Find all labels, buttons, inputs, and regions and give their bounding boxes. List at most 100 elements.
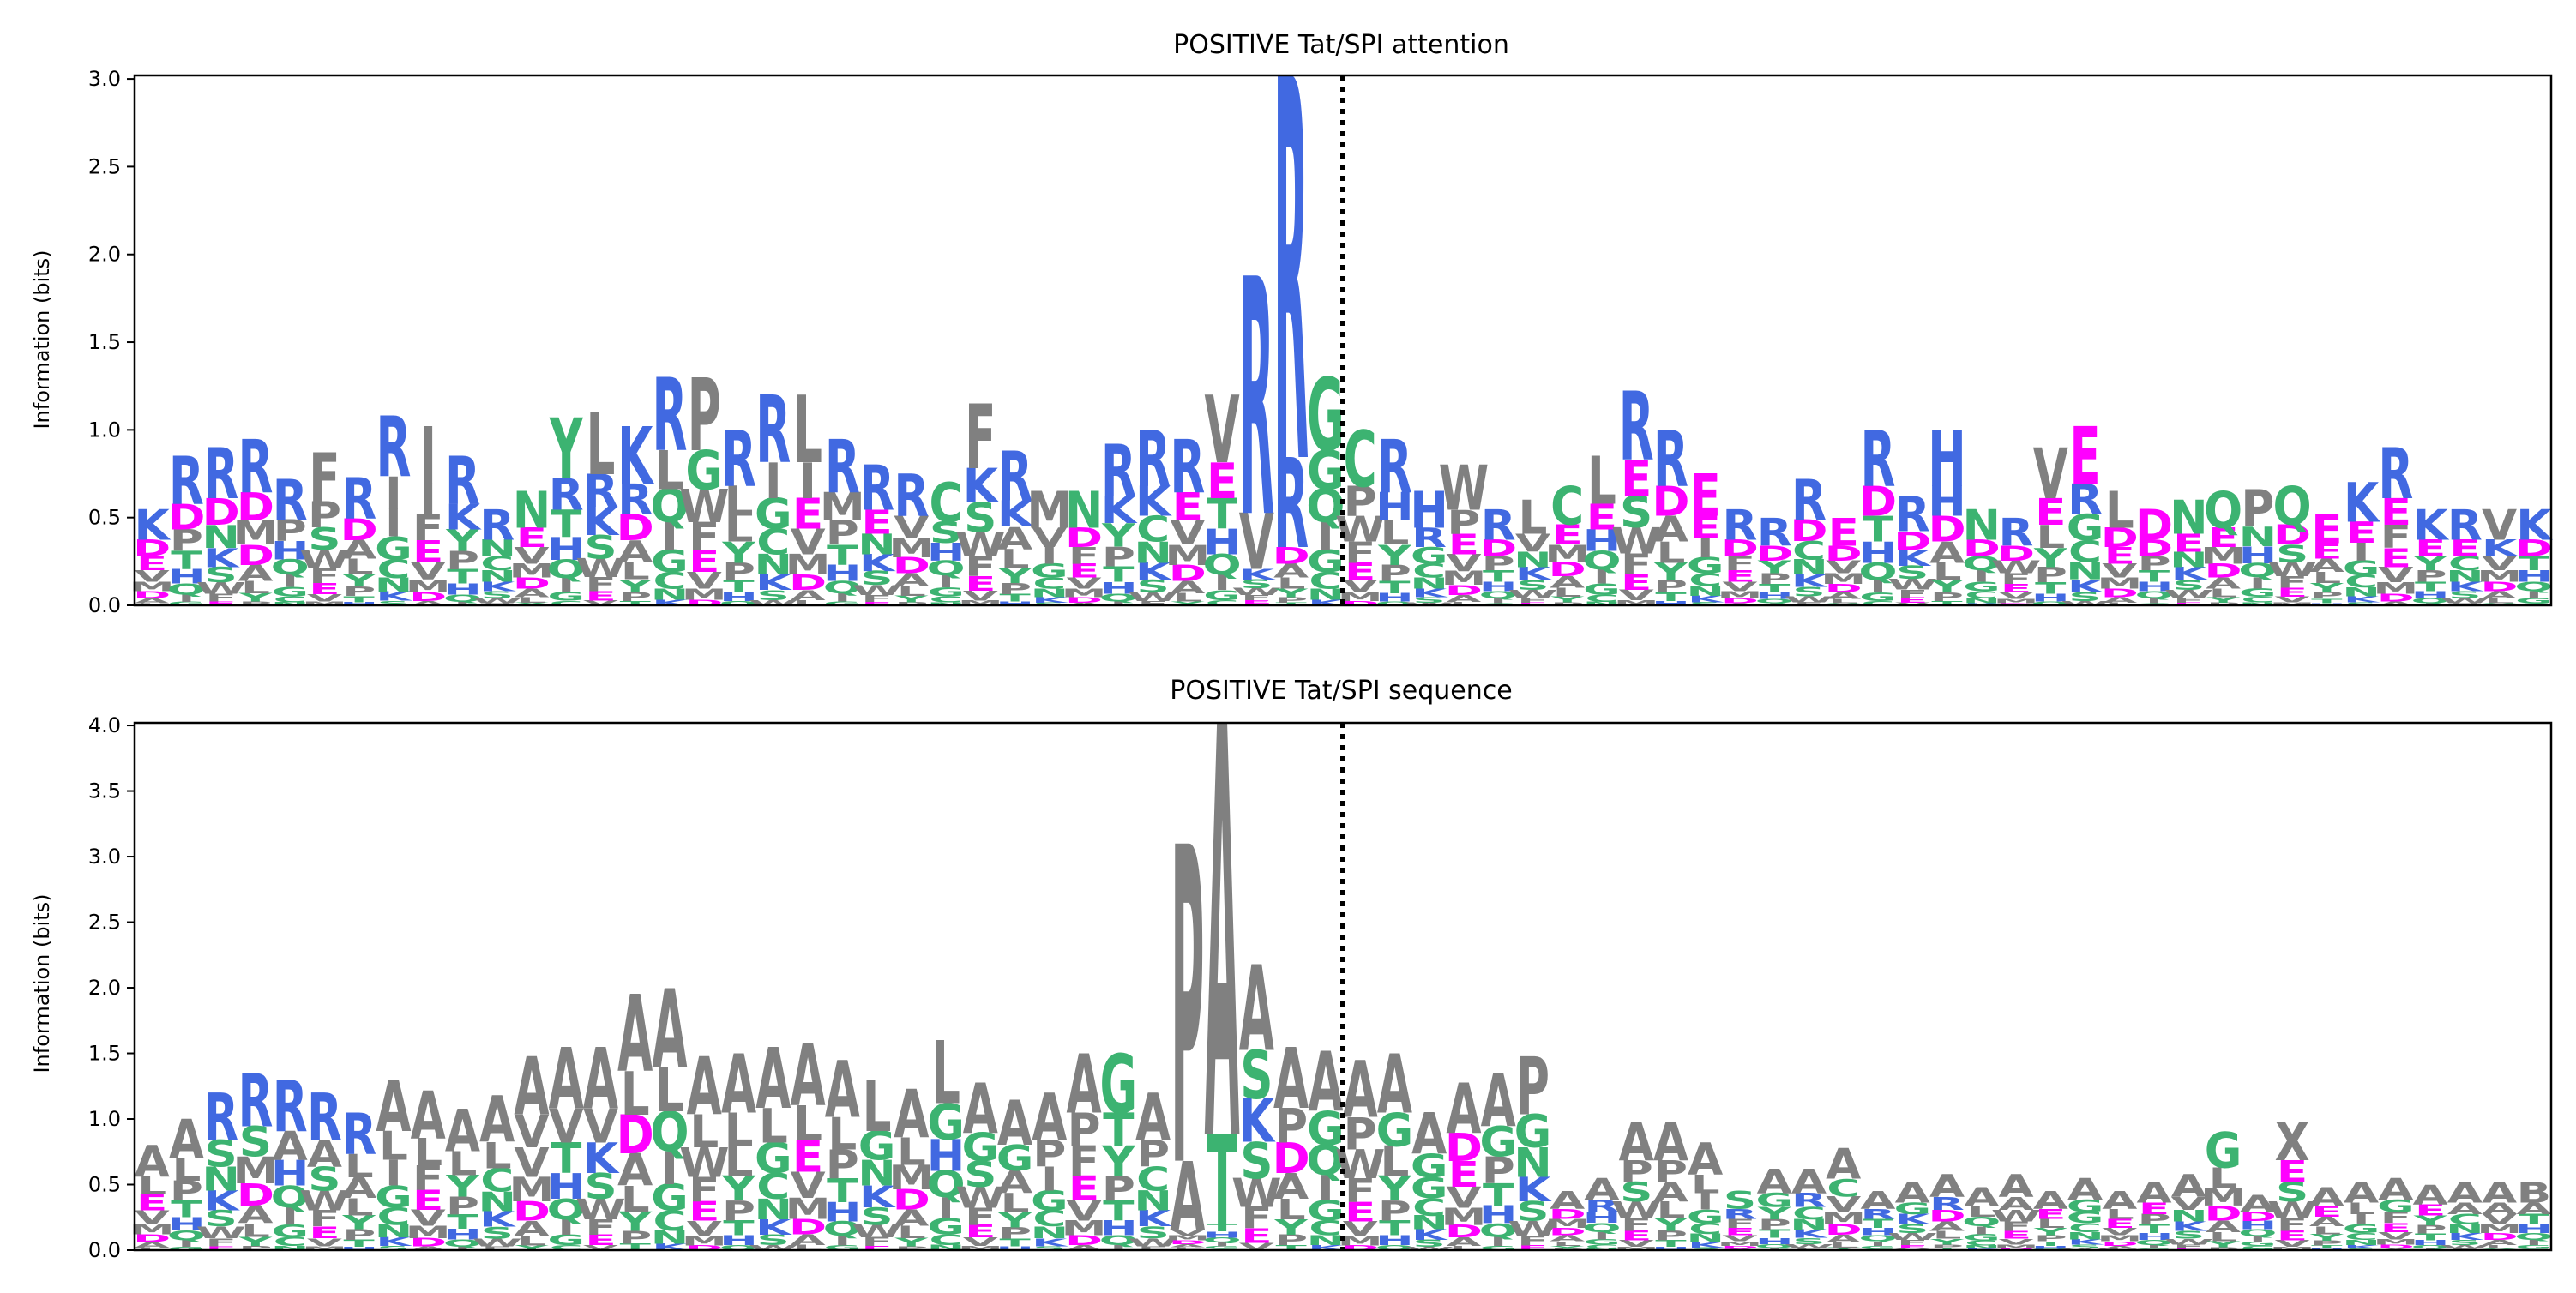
logo-letter: S	[1240, 1037, 1273, 1115]
logo-letter: F	[861, 1236, 892, 1249]
logo-letter: Q	[926, 556, 965, 580]
logo-letter: L	[725, 509, 754, 550]
logo-letter: A	[1273, 1030, 1309, 1128]
logo-letter: X	[2275, 1111, 2310, 1173]
logo-letter: A	[1653, 1111, 1689, 1173]
logo-letter: L	[1829, 598, 1858, 604]
logo-letter: S	[481, 1224, 514, 1242]
logo-letter: E	[136, 552, 167, 574]
logo-letter: V	[583, 1098, 618, 1153]
logo-letter: M	[406, 576, 451, 597]
logo-letter: G	[961, 1125, 999, 1170]
logo-letter: I	[1041, 543, 1058, 569]
logo-letter: A	[1170, 1142, 1205, 1253]
logo-letter: D	[2135, 501, 2173, 550]
logo-letter: A	[1826, 1140, 1862, 1189]
logo-letter: D	[1755, 542, 1793, 566]
logo-letter: F	[2001, 1219, 2031, 1235]
logo-letter: P	[274, 514, 307, 549]
logo-letter: D	[1825, 582, 1863, 596]
logo-letter: K	[135, 501, 172, 550]
logo-letter: Q	[2031, 600, 2070, 606]
logo-letter: Q	[2204, 482, 2242, 540]
logo-letter: M	[1614, 598, 1659, 607]
logo-letter: H	[1652, 1246, 1689, 1251]
logo-letter: Q	[2134, 590, 2173, 601]
logo-letter: C	[2068, 534, 2102, 569]
logo-letter: I	[178, 1238, 196, 1248]
logo-letter: D	[237, 484, 274, 530]
logo-letter: W	[1128, 1236, 1178, 1249]
logo-letter: P	[1274, 1098, 1308, 1153]
logo-letter: N	[1410, 1212, 1447, 1234]
logo-letter: A	[894, 1205, 930, 1231]
logo-letter: G	[1859, 591, 1897, 604]
logo-letter: Q	[547, 556, 586, 585]
logo-letter: S	[239, 1118, 272, 1166]
logo-letter: L	[379, 1123, 408, 1170]
logo-letter: P	[2206, 1247, 2240, 1252]
logo-letter: F	[965, 552, 996, 583]
logo-letter: S	[2448, 590, 2481, 601]
logo-letter: C	[1309, 568, 1342, 594]
sequence-y-axis-label: Information (bits)	[30, 893, 54, 1073]
logo-letter: Y	[238, 592, 273, 604]
logo-letter: E	[136, 1190, 167, 1216]
logo-letter: K	[1239, 1087, 1276, 1157]
logo-letter: I	[937, 1192, 954, 1226]
logo-letter: T	[551, 503, 581, 546]
logo-letter: V	[1343, 1218, 1379, 1241]
logo-letter: G	[2343, 556, 2380, 580]
logo-letter: G	[2067, 1209, 2104, 1226]
logo-letter: Y	[549, 402, 583, 497]
logo-letter: T	[723, 577, 755, 597]
y-tick-label: 1.0	[88, 418, 121, 442]
logo-letter: V	[2102, 560, 2138, 582]
logo-letter: I	[2146, 1244, 2163, 1249]
logo-letter: H	[2031, 1245, 2069, 1250]
logo-letter: K	[1895, 545, 1932, 571]
logo-letter: V	[1895, 602, 1930, 606]
logo-letter: D	[1445, 583, 1483, 599]
logo-letter: E	[1828, 509, 1859, 555]
logo-letter: T	[1207, 490, 1237, 539]
logo-letter: M	[785, 1193, 831, 1225]
logo-letter: Y	[1929, 1237, 1964, 1247]
logo-letter: E	[861, 503, 892, 542]
logo-letter: C	[1412, 560, 1446, 582]
logo-letter: K	[203, 544, 240, 574]
logo-letter: G	[2515, 1244, 2553, 1249]
logo-letter: L	[2209, 1163, 2238, 1194]
logo-letter: D	[1341, 1244, 1379, 1252]
logo-letter: N	[755, 1194, 792, 1226]
logo-letter: V	[963, 588, 999, 604]
logo-letter: P	[1171, 758, 1204, 1265]
logo-letter: K	[2344, 595, 2380, 604]
logo-letter: R	[1723, 501, 1758, 550]
logo-letter: V	[963, 1236, 998, 1249]
logo-letter: D	[1273, 543, 1310, 569]
logo-letter: M	[2200, 543, 2246, 569]
logo-letter: T	[1207, 1110, 1237, 1254]
logo-letter: A	[2206, 1218, 2241, 1236]
logo-letter: Q	[2514, 580, 2553, 594]
logo-letter: V	[1170, 514, 1205, 552]
logo-letter: E	[1345, 1198, 1375, 1228]
logo-letter: K	[2171, 564, 2209, 584]
logo-letter: C	[1585, 592, 1618, 604]
logo-letter: E	[1241, 1224, 1272, 1248]
logo-letter: C	[2344, 1231, 2378, 1242]
logo-letter: C	[1032, 575, 1066, 593]
logo-letter: A	[2378, 1172, 2413, 1207]
logo-letter: P	[238, 1244, 272, 1251]
logo-letter: A	[790, 1025, 825, 1125]
logo-letter: M	[1441, 568, 1486, 590]
logo-letter: E	[2277, 1154, 2308, 1189]
logo-letter: R	[1791, 468, 1827, 532]
logo-letter: S	[1792, 1236, 1825, 1246]
logo-letter: E	[412, 534, 443, 569]
logo-letter: C	[1965, 1239, 1998, 1247]
logo-letter: Q	[1203, 1236, 1242, 1244]
logo-letter: E	[1068, 1170, 1099, 1210]
logo-letter: E	[2173, 602, 2204, 606]
